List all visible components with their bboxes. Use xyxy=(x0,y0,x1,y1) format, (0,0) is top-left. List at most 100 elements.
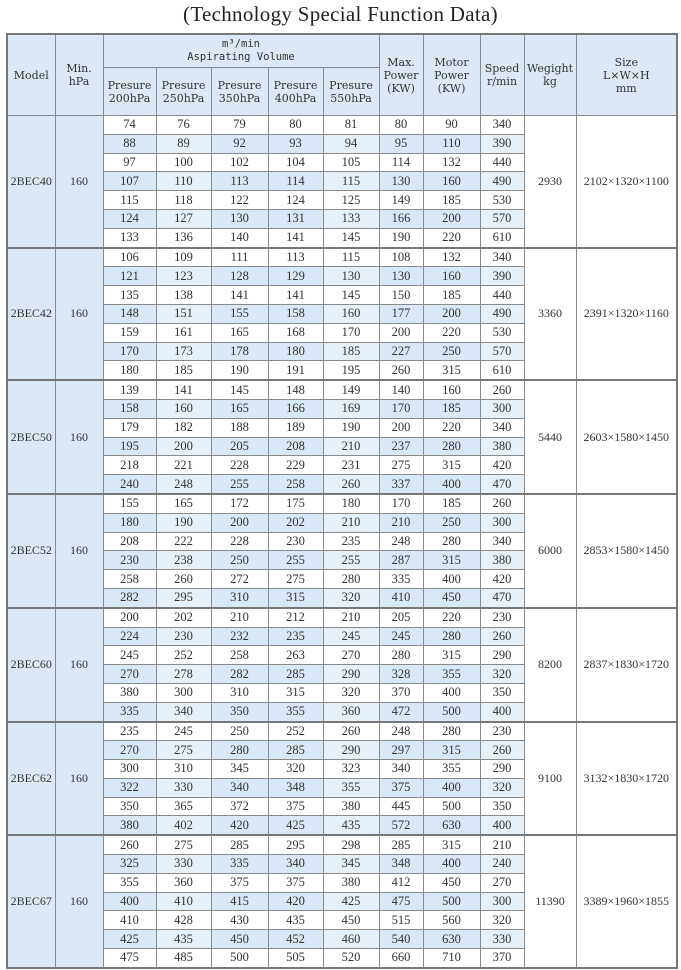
volume-200-cell: 230 xyxy=(102,550,157,571)
volume-350-cell: 250 xyxy=(210,550,269,571)
volume-250-cell: 340 xyxy=(155,701,212,723)
volume-550-cell: 105 xyxy=(322,152,380,173)
speed-cell: 380 xyxy=(479,550,525,571)
volume-350-cell: 128 xyxy=(210,266,269,287)
volume-550-cell: 125 xyxy=(322,190,380,210)
header-motor-power: Motor Power (KW) xyxy=(422,33,481,116)
max-power-cell: 130 xyxy=(378,266,424,287)
volume-200-cell: 133 xyxy=(102,227,157,249)
table-row: 410 428 430 435 450 515 560 320 xyxy=(7,910,677,931)
volume-250-cell: 118 xyxy=(155,190,212,210)
volume-200-cell: 270 xyxy=(102,664,157,684)
table-row: 224 230 232 235 245 245 280 260 xyxy=(7,626,677,647)
volume-250-cell: 330 xyxy=(155,777,212,798)
volume-350-cell: 172 xyxy=(210,492,269,514)
size-cell: 2102×1320×1100 xyxy=(575,114,678,249)
volume-200-cell: 355 xyxy=(102,872,157,893)
volume-550-cell: 94 xyxy=(322,133,380,154)
volume-350-cell: 272 xyxy=(210,569,269,589)
volume-400-cell: 348 xyxy=(267,777,324,798)
volume-550-cell: 231 xyxy=(322,455,380,476)
volume-400-cell: 229 xyxy=(267,455,324,476)
volume-250-cell: 275 xyxy=(155,834,212,856)
size-cell: 2853×1580×1450 xyxy=(575,492,678,609)
volume-250-cell: 248 xyxy=(155,474,212,495)
volume-200-cell: 350 xyxy=(102,796,157,817)
volume-550-cell: 380 xyxy=(322,796,380,817)
max-power-cell: 200 xyxy=(378,417,424,438)
volume-550-cell: 145 xyxy=(322,285,380,305)
volume-400-cell: 113 xyxy=(267,246,324,268)
volume-350-cell: 165 xyxy=(210,322,269,343)
volume-400-cell: 375 xyxy=(267,796,324,817)
motor-power-cell: 315 xyxy=(422,645,481,666)
volume-250-cell: 221 xyxy=(155,455,212,476)
size-cell: 2603×1580×1450 xyxy=(575,379,678,495)
header-pressure-250: Presure 250hPa xyxy=(155,67,212,116)
max-power-cell: 200 xyxy=(378,322,424,343)
volume-200-cell: 74 xyxy=(102,115,157,135)
motor-power-cell: 315 xyxy=(422,550,481,571)
header-model: Model xyxy=(6,33,56,116)
volume-350-cell: 102 xyxy=(210,152,269,173)
motor-power-cell: 280 xyxy=(422,720,481,742)
speed-cell: 260 xyxy=(479,626,525,647)
motor-power-cell: 315 xyxy=(422,360,481,381)
max-power-cell: 275 xyxy=(378,455,424,476)
volume-400-cell: 435 xyxy=(267,910,324,931)
volume-200-cell: 380 xyxy=(102,815,157,836)
speed-cell: 420 xyxy=(479,569,525,589)
max-power-cell: 445 xyxy=(378,796,424,817)
volume-400-cell: 166 xyxy=(267,398,324,419)
weight-cell: 8200 xyxy=(523,606,577,722)
volume-400-cell: 340 xyxy=(267,854,324,874)
volume-350-cell: 310 xyxy=(210,587,269,609)
motor-power-cell: 400 xyxy=(422,777,481,798)
speed-cell: 440 xyxy=(479,285,525,305)
volume-550-cell: 195 xyxy=(322,360,380,381)
motor-power-cell: 355 xyxy=(422,664,481,684)
volume-350-cell: 255 xyxy=(210,474,269,495)
motor-power-cell: 400 xyxy=(422,474,481,495)
volume-400-cell: 252 xyxy=(267,720,324,742)
volume-200-cell: 258 xyxy=(102,569,157,589)
model-cell: 2BEC50 xyxy=(6,379,56,495)
volume-200-cell: 335 xyxy=(102,701,157,723)
table-body: 2BEC40 160 74 76 79 80 81 80 90 340 2930 2102×1320×… xyxy=(6,114,678,969)
motor-power-cell: 160 xyxy=(422,379,481,400)
volume-400-cell: 263 xyxy=(267,645,324,666)
speed-cell: 470 xyxy=(479,587,525,609)
volume-550-cell: 160 xyxy=(322,303,380,324)
volume-400-cell: 180 xyxy=(267,341,324,362)
max-power-cell: 205 xyxy=(378,606,424,628)
motor-power-cell: 185 xyxy=(422,285,481,305)
volume-200-cell: 380 xyxy=(102,682,157,703)
motor-power-cell: 160 xyxy=(422,266,481,287)
min-hpa-cell: 160 xyxy=(54,492,104,609)
volume-200-cell: 155 xyxy=(102,492,157,514)
table-row: 2BEC67 160 260 275 285 295 298 285 315 210 11390 33… xyxy=(6,834,678,969)
volume-550-cell: 180 xyxy=(322,492,380,514)
motor-power-cell: 220 xyxy=(422,606,481,628)
speed-cell: 390 xyxy=(479,266,525,287)
motor-power-cell: 220 xyxy=(422,322,481,343)
header-pressure-400: Presure 400hPa xyxy=(267,67,324,116)
motor-power-cell: 450 xyxy=(422,587,481,609)
speed-cell: 320 xyxy=(479,664,525,684)
max-power-cell: 114 xyxy=(378,152,424,173)
volume-400-cell: 148 xyxy=(267,379,324,400)
speed-cell: 290 xyxy=(479,759,525,779)
motor-power-cell: 160 xyxy=(422,171,481,192)
header-pressure-550: Presure 550hPa xyxy=(322,67,380,116)
volume-250-cell: 402 xyxy=(155,815,212,836)
volume-400-cell: 505 xyxy=(267,948,324,969)
volume-250-cell: 245 xyxy=(155,720,212,742)
table-row: 148 151 155 158 160 177 200 490 xyxy=(7,303,677,324)
motor-power-cell: 250 xyxy=(422,512,481,533)
speed-cell: 610 xyxy=(479,360,525,381)
volume-550-cell: 170 xyxy=(322,322,380,343)
volume-350-cell: 228 xyxy=(210,531,269,552)
max-power-cell: 472 xyxy=(378,701,424,723)
volume-400-cell: 315 xyxy=(267,682,324,703)
specification-table: Model Min. hPa m³/min Aspirating Volume Ma… xyxy=(6,33,679,969)
